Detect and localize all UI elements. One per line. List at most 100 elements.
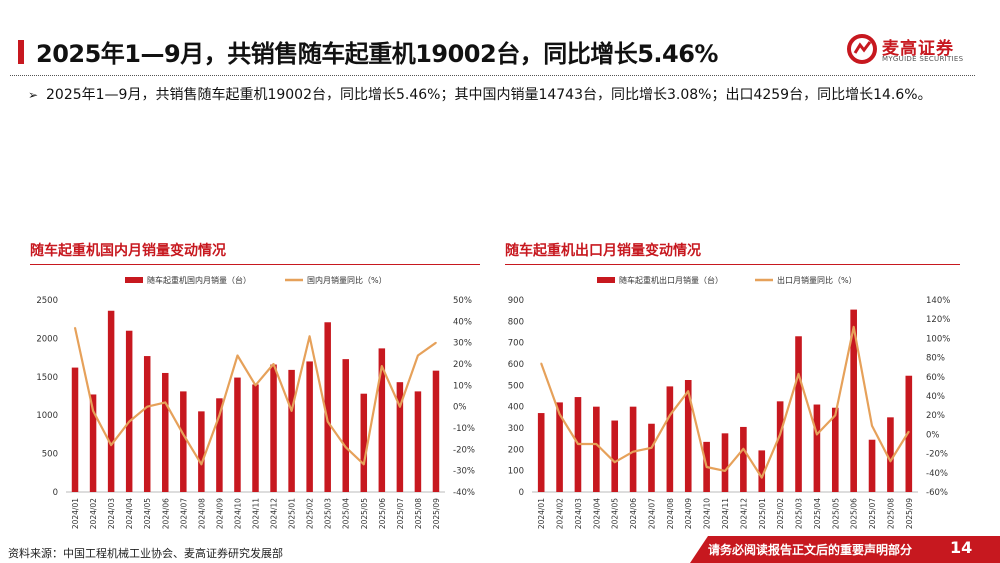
right-axis-tick-label: -20%	[926, 450, 948, 460]
x-tick-label: 2024/09	[684, 498, 693, 529]
right-axis-tick-label: 60%	[926, 373, 945, 383]
yoy-point-2025/01	[290, 410, 293, 412]
yoy-point-2024/12	[272, 363, 275, 365]
x-tick-label: 2025/09	[432, 498, 441, 529]
x-tick-label: 2024/06	[629, 498, 638, 529]
bar-2024/09	[216, 398, 223, 492]
bar-2024/07	[648, 423, 655, 492]
yoy-point-2025/07	[871, 424, 873, 427]
page-number: 14	[950, 538, 973, 557]
right-axis-tick-label: 100%	[926, 334, 950, 344]
bar-2024/01	[71, 367, 79, 492]
x-tick-label: 2025/04	[813, 498, 822, 529]
bar-2025/02	[306, 361, 313, 492]
panel-title-export-text: 随车起重机出口月销量变动情况	[505, 243, 701, 259]
left-axis-tick-label: 400	[508, 403, 524, 413]
summary-bullet: ➢ 2025年1—9月，共销售随车起重机19002台，同比增长5.46%；其中国…	[28, 84, 966, 106]
summary-text: 2025年1—9月，共销售随车起重机19002台，同比增长5.46%；其中国内销…	[46, 87, 932, 103]
yoy-point-2025/02	[779, 433, 781, 436]
left-axis-tick-label: 2500	[36, 296, 58, 306]
bar-2024/06	[162, 372, 169, 492]
bar-2024/02	[89, 394, 97, 492]
yoy-point-2024/09	[218, 414, 221, 416]
right-axis-tick-label: 40%	[926, 392, 945, 402]
bar-2024/06	[629, 406, 637, 492]
legend-bar-swatch	[597, 277, 615, 283]
page-title: 2025年1—9月，共销售随车起重机19002台，同比增长5.46%	[36, 40, 718, 68]
x-tick-label: 2024/06	[161, 498, 170, 529]
left-axis-tick-label: 800	[508, 317, 524, 327]
x-tick-label: 2025/02	[776, 498, 785, 529]
bar-2025/04	[342, 359, 349, 492]
bar-2025/03	[795, 336, 802, 492]
right-axis-tick-label: -60%	[926, 488, 948, 498]
yoy-point-2024/08	[669, 414, 671, 416]
x-tick-label: 2024/08	[197, 498, 206, 529]
right-axis-tick-label: 20%	[453, 360, 472, 370]
bar-2024/03	[107, 310, 115, 492]
x-tick-label: 2024/11	[721, 498, 730, 529]
right-axis-tick-label: 30%	[453, 339, 472, 349]
x-tick-label: 2025/07	[396, 498, 405, 529]
bar-2024/11	[252, 384, 259, 492]
right-axis-tick-label: 140%	[926, 296, 950, 306]
x-tick-label: 2024/07	[648, 498, 657, 529]
bar-2024/08	[666, 386, 674, 492]
bar-2025/05	[831, 407, 839, 492]
yoy-point-2025/04	[816, 433, 818, 436]
x-tick-label: 2025/01	[288, 498, 297, 529]
x-tick-label: 2024/05	[143, 498, 152, 529]
yoy-point-2024/04	[595, 443, 598, 445]
yoy-point-2024/10	[236, 354, 239, 357]
x-tick-label: 2025/05	[831, 498, 840, 529]
right-axis-tick-label: 0%	[926, 430, 940, 440]
logo-text-en: MYGUIDE SECURITIES	[882, 55, 964, 63]
export-sales-chart: 随车起重机出口月销量（台） 出口月销量同比（%） 0 100 200 300 400 500 6…	[508, 275, 951, 529]
left-axis-tick-label: 900	[508, 296, 524, 306]
x-tick-label: 2024/03	[107, 498, 116, 529]
x-tick-label: 2024/04	[592, 498, 601, 529]
legend-bar-swatch	[125, 277, 143, 283]
right-axis-tick-label: 10%	[453, 381, 472, 391]
x-tick-label: 2025/03	[795, 498, 804, 529]
bar-2025/06	[378, 348, 386, 492]
x-tick-label: 2024/08	[666, 498, 675, 529]
panel-title-export: 随车起重机出口月销量变动情况	[505, 236, 960, 265]
left-axis-tick-label: 0	[519, 488, 524, 498]
bar-2024/10	[234, 377, 241, 492]
yoy-point-2025/06	[852, 326, 855, 328]
bar-2024/04	[125, 330, 133, 492]
footer-source: 资料来源：中国工程机械工业协会、麦高证券研究发展部	[8, 547, 283, 560]
yoy-point-2025/03	[797, 373, 800, 375]
x-tick-label: 2024/10	[234, 498, 243, 529]
yoy-point-2025/02	[308, 335, 311, 338]
yoy-point-2024/04	[128, 420, 130, 423]
yoy-point-2025/01	[760, 476, 763, 479]
panel-title-domestic: 随车起重机国内月销量变动情况	[30, 236, 480, 265]
bar-2024/05	[611, 420, 619, 492]
yoy-point-2024/08	[200, 463, 203, 466]
right-axis-tick-label: -10%	[453, 424, 475, 434]
x-tick-label: 2025/08	[414, 498, 423, 529]
x-tick-label: 2025/05	[360, 498, 369, 529]
logo-text-cn: 麦高证券	[882, 39, 954, 59]
bar-2025/04	[813, 404, 821, 492]
yoy-point-2024/06	[164, 401, 167, 404]
yoy-point-2024/11	[254, 384, 257, 387]
x-tick-label: 2024/11	[252, 498, 261, 529]
panel-title-domestic-text: 随车起重机国内月销量变动情况	[30, 243, 226, 259]
right-axis-tick-label: 120%	[926, 315, 950, 325]
left-axis-tick-label: 1000	[36, 411, 58, 421]
yoy-point-2024/07	[182, 433, 185, 436]
x-tick-label: 2025/07	[868, 498, 877, 529]
yoy-point-2025/09	[435, 341, 437, 344]
x-tick-label: 2025/06	[378, 498, 387, 529]
title-accent-bar	[18, 40, 24, 64]
bar-2024/02	[556, 402, 563, 492]
x-tick-label: 2024/10	[703, 498, 712, 529]
yoy-point-2025/08	[889, 460, 892, 463]
bar-2025/03	[324, 322, 331, 492]
bar-2025/07	[396, 382, 404, 492]
company-logo: 麦高证券 MYGUIDE SECURITIES	[846, 33, 966, 67]
legend-bar-label: 随车起重机出口月销量（台）	[619, 275, 723, 285]
